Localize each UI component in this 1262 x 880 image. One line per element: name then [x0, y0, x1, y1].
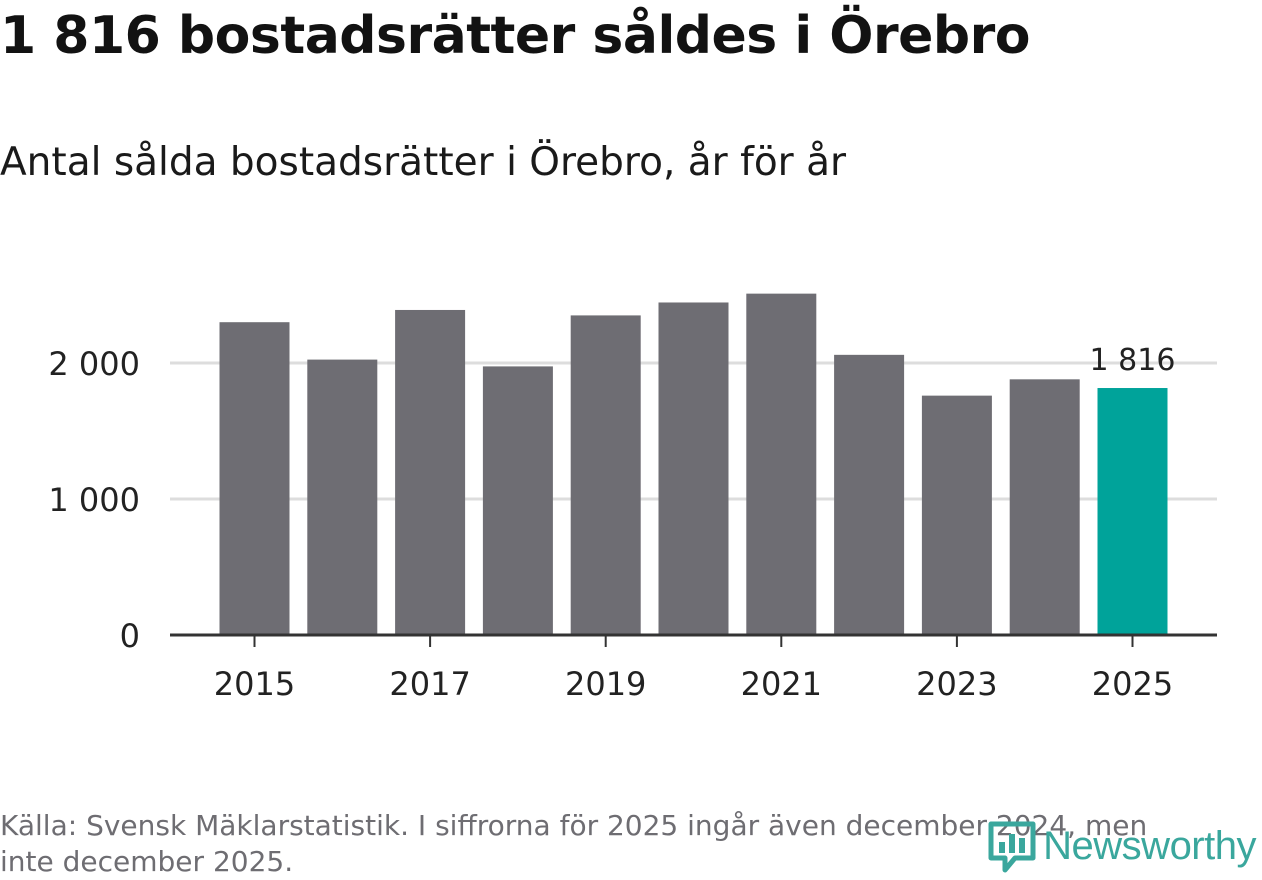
source-note: Källa: Svensk Mäklarstatistik. I siffror…: [0, 809, 1148, 878]
bar-2017: [395, 309, 466, 635]
bar-2025: [1097, 388, 1168, 635]
x-tick-label-2025: 2025: [1092, 665, 1173, 703]
x-tick-label-2015: 2015: [214, 665, 295, 703]
y-tick-label: 1 000: [48, 481, 140, 519]
bar-2020: [658, 302, 729, 635]
chart-subtitle: Antal sålda bostadsrätter i Örebro, år f…: [0, 140, 847, 185]
x-tick-label-2019: 2019: [565, 665, 646, 703]
brand-name: Newsworthy: [1043, 823, 1256, 868]
y-tick-label: 0: [120, 617, 140, 655]
bar-2021: [746, 293, 817, 635]
bar-2019: [570, 315, 641, 635]
y-tick-label: 2 000: [48, 345, 140, 383]
x-tick-label-2017: 2017: [389, 665, 470, 703]
bar-2015: [219, 322, 290, 635]
data-label-2025: 1 816: [1090, 343, 1176, 378]
bar-2022: [834, 354, 905, 635]
x-tick-label-2023: 2023: [916, 665, 997, 703]
bar-2016: [307, 359, 378, 635]
bar-2023: [921, 395, 992, 635]
chart-title: 1 816 bostadsrätter såldes i Örebro: [0, 6, 1030, 66]
bar-2024: [1009, 379, 1080, 635]
x-tick-label-2021: 2021: [741, 665, 822, 703]
newsworthy-logo: Newsworthy: [987, 818, 1256, 874]
bar-chart-bubble-icon: [988, 821, 1036, 873]
bar-2018: [482, 366, 553, 635]
